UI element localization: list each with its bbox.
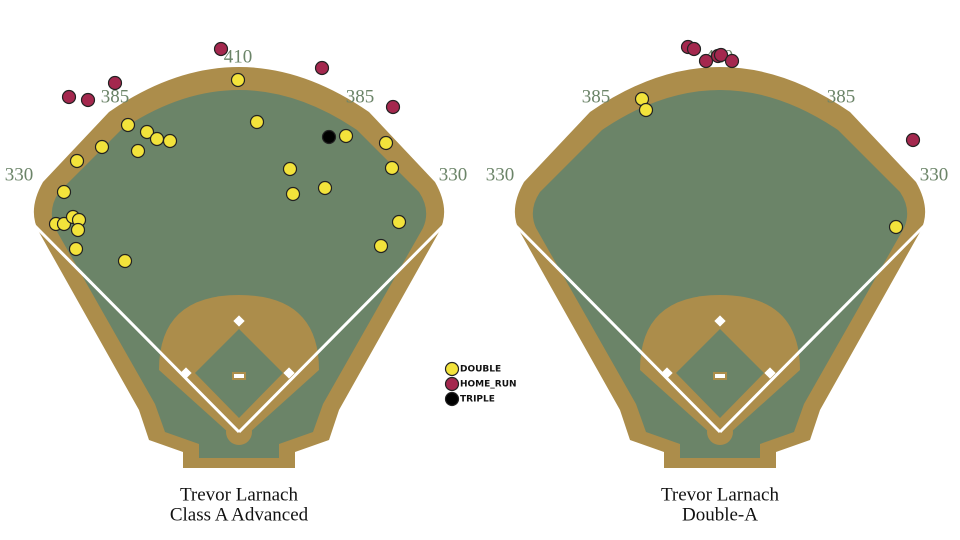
hit-point <box>317 180 333 196</box>
distance-label: 385 <box>827 86 856 107</box>
hit-point <box>905 132 921 148</box>
legend-marker <box>444 391 460 407</box>
hit-point <box>68 241 84 257</box>
hit-point <box>56 184 72 200</box>
hit-point <box>338 128 354 144</box>
distance-label: 410 <box>224 46 253 67</box>
field <box>32 65 446 470</box>
hit-point <box>70 222 86 238</box>
field <box>513 65 927 470</box>
legend-marker <box>444 376 460 392</box>
hit-point <box>378 135 394 151</box>
chart-subtitle: Class A Advanced <box>170 504 309 525</box>
hit-point <box>698 53 714 69</box>
hit-point <box>162 133 178 149</box>
hit-point <box>391 214 407 230</box>
hit-point <box>230 72 246 88</box>
distance-label: 385 <box>101 86 130 107</box>
distance-label: 385 <box>346 86 375 107</box>
distance-label: 330 <box>486 164 515 185</box>
chart-subtitle: Double-A <box>682 504 758 525</box>
hit-point <box>149 131 165 147</box>
legend-marker <box>444 361 460 377</box>
distance-label: 330 <box>439 164 468 185</box>
distance-label: 330 <box>5 164 34 185</box>
hit-point <box>120 117 136 133</box>
hit-point <box>373 238 389 254</box>
hit-point <box>117 253 133 269</box>
hit-point <box>385 99 401 115</box>
legend-label: HOME_RUN <box>460 380 517 390</box>
hit-point <box>285 186 301 202</box>
distance-label: 385 <box>582 86 611 107</box>
hit-point <box>713 47 729 63</box>
hit-point <box>384 160 400 176</box>
distance-label: 330 <box>920 164 949 185</box>
hit-point <box>686 41 702 57</box>
hit-point <box>130 143 146 159</box>
hit-point <box>638 102 654 118</box>
hit-point <box>107 75 123 91</box>
chart-title: Trevor Larnach <box>180 484 299 505</box>
hit-point <box>69 153 85 169</box>
hit-point <box>724 53 740 69</box>
hit-point <box>94 139 110 155</box>
hit-point <box>213 41 229 57</box>
legend-label: DOUBLE <box>460 365 501 375</box>
hit-point <box>888 219 904 235</box>
hit-point <box>321 129 337 145</box>
hit-point <box>282 161 298 177</box>
legend-label: TRIPLE <box>460 395 495 405</box>
hit-point <box>80 92 96 108</box>
chart-title: Trevor Larnach <box>661 484 780 505</box>
hit-point <box>249 114 265 130</box>
hit-point <box>61 89 77 105</box>
hit-point <box>314 60 330 76</box>
hit-point <box>139 124 155 140</box>
